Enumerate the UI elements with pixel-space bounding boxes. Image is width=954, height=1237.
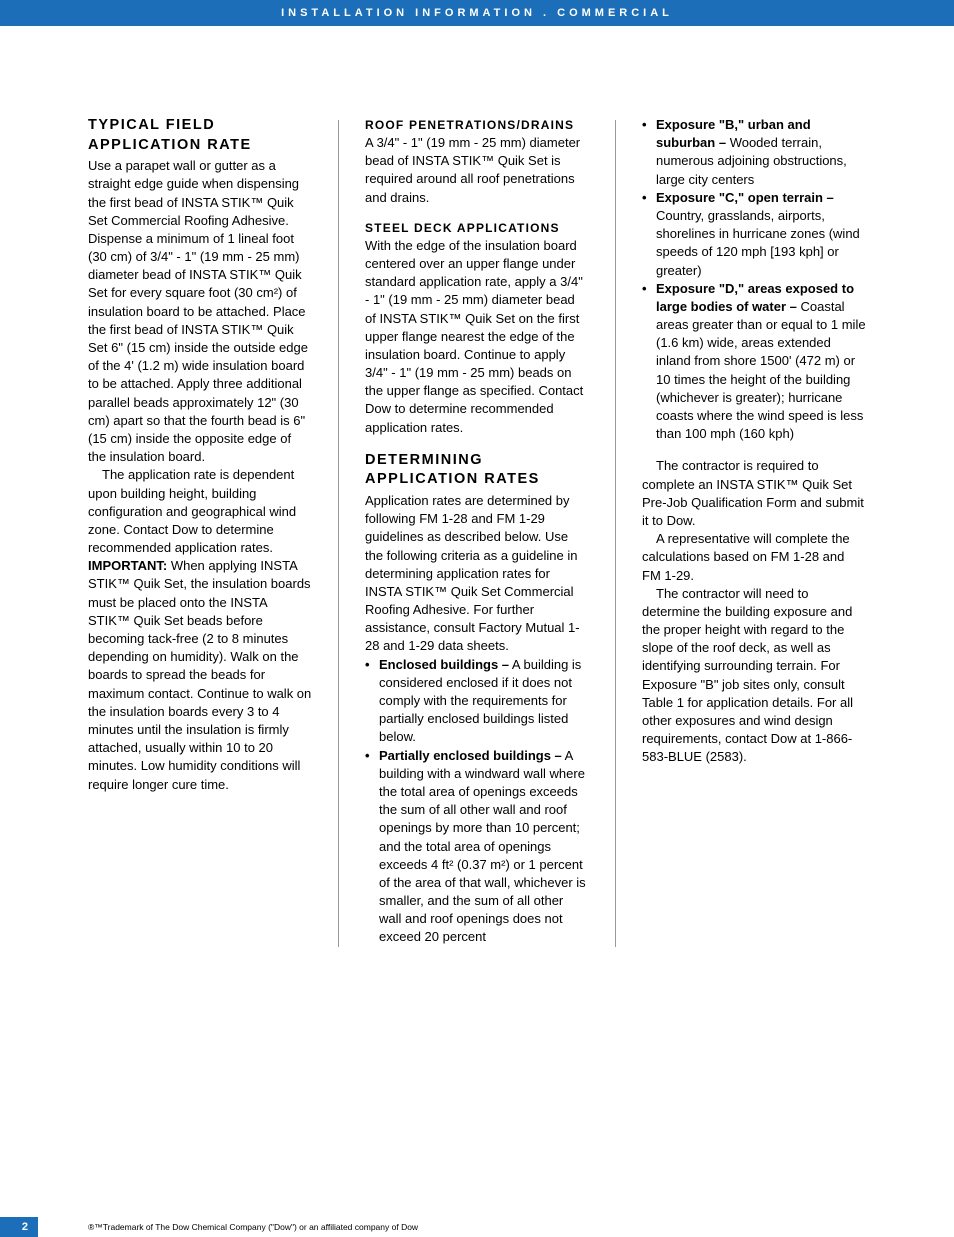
col3-bullets: Exposure "B," urban and suburban – Woode… bbox=[642, 116, 866, 443]
col1-heading: TYPICAL FIELD APPLICATION RATE bbox=[88, 116, 312, 155]
col1-para1: Use a parapet wall or gutter as a straig… bbox=[88, 157, 312, 466]
col3-para1: The contractor is required to complete a… bbox=[642, 457, 866, 530]
col2-bullets: Enclosed buildings – A building is consi… bbox=[365, 656, 589, 947]
col2-para1: A 3/4" - 1" (19 mm - 25 mm) diameter bea… bbox=[365, 134, 589, 207]
footer: 2 ®™Trademark of The Dow Chemical Compan… bbox=[0, 1217, 954, 1237]
col1-para2: The application rate is dependent upon b… bbox=[88, 466, 312, 557]
col2-para2: With the edge of the insulation board ce… bbox=[365, 237, 589, 437]
col3-bullet-0: Exposure "B," urban and suburban – Woode… bbox=[642, 116, 866, 189]
divider-1 bbox=[338, 120, 339, 947]
page-content: TYPICAL FIELD APPLICATION RATE Use a par… bbox=[0, 26, 954, 987]
col2-bullet-0: Enclosed buildings – A building is consi… bbox=[365, 656, 589, 747]
col3-bullet-1: Exposure "C," open terrain – Country, gr… bbox=[642, 189, 866, 280]
col3-para2: A representative will complete the calcu… bbox=[642, 530, 866, 585]
column-2: ROOF PENETRATIONS/DRAINS A 3/4" - 1" (19… bbox=[365, 116, 589, 947]
col2-bullet-1: Partially enclosed buildings – A buildin… bbox=[365, 747, 589, 947]
col3-bullet-2: Exposure "D," areas exposed to large bod… bbox=[642, 280, 866, 444]
trademark-note: ®™Trademark of The Dow Chemical Company … bbox=[88, 1222, 418, 1232]
column-1: TYPICAL FIELD APPLICATION RATE Use a par… bbox=[88, 116, 312, 947]
col2-heading3: DETERMINING APPLICATION RATES bbox=[365, 451, 589, 490]
divider-2 bbox=[615, 120, 616, 947]
important-label: IMPORTANT: bbox=[88, 558, 167, 573]
page-number: 2 bbox=[0, 1217, 38, 1237]
header-text: INSTALLATION INFORMATION . COMMERCIAL bbox=[281, 7, 673, 19]
column-3: Exposure "B," urban and suburban – Woode… bbox=[642, 116, 866, 947]
col2-para3: Application rates are determined by foll… bbox=[365, 492, 589, 656]
col2-heading2: STEEL DECK APPLICATIONS bbox=[365, 221, 589, 235]
header-bar: INSTALLATION INFORMATION . COMMERCIAL bbox=[0, 0, 954, 26]
col1-important: IMPORTANT: When applying INSTA STIK™ Qui… bbox=[88, 557, 312, 793]
col3-body: The contractor is required to complete a… bbox=[642, 457, 866, 766]
col2-heading1: ROOF PENETRATIONS/DRAINS bbox=[365, 118, 589, 132]
important-text: When applying INSTA STIK™ Quik Set, the … bbox=[88, 558, 311, 791]
col1-body: Use a parapet wall or gutter as a straig… bbox=[88, 157, 312, 794]
col3-para3: The contractor will need to determine th… bbox=[642, 585, 866, 767]
